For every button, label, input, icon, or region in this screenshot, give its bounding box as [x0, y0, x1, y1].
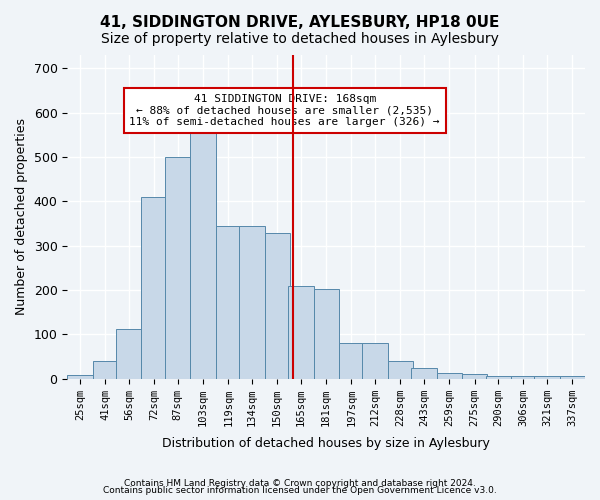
Bar: [535, 376, 560, 378]
Bar: [462, 374, 487, 378]
Bar: [165, 157, 190, 378]
Bar: [485, 376, 511, 378]
Text: Size of property relative to detached houses in Aylesbury: Size of property relative to detached ho…: [101, 32, 499, 46]
Bar: [314, 289, 339, 378]
Bar: [339, 343, 364, 378]
Bar: [560, 376, 585, 378]
Bar: [239, 226, 265, 378]
Bar: [265, 233, 290, 378]
Y-axis label: Number of detached properties: Number of detached properties: [15, 118, 28, 316]
Text: Contains public sector information licensed under the Open Government Licence v3: Contains public sector information licen…: [103, 486, 497, 495]
Bar: [215, 226, 241, 378]
Text: Contains HM Land Registry data © Crown copyright and database right 2024.: Contains HM Land Registry data © Crown c…: [124, 478, 476, 488]
Bar: [288, 286, 314, 378]
Bar: [92, 361, 118, 378]
Bar: [388, 361, 413, 378]
Bar: [437, 374, 462, 378]
Text: 41 SIDDINGTON DRIVE: 168sqm
← 88% of detached houses are smaller (2,535)
11% of : 41 SIDDINGTON DRIVE: 168sqm ← 88% of det…: [130, 94, 440, 127]
Text: 41, SIDDINGTON DRIVE, AYLESBURY, HP18 0UE: 41, SIDDINGTON DRIVE, AYLESBURY, HP18 0U…: [100, 15, 500, 30]
Bar: [362, 343, 388, 378]
Bar: [190, 124, 215, 378]
Bar: [142, 197, 167, 378]
X-axis label: Distribution of detached houses by size in Aylesbury: Distribution of detached houses by size …: [162, 437, 490, 450]
Bar: [67, 375, 92, 378]
Bar: [412, 368, 437, 378]
Bar: [511, 376, 536, 378]
Bar: [116, 329, 142, 378]
